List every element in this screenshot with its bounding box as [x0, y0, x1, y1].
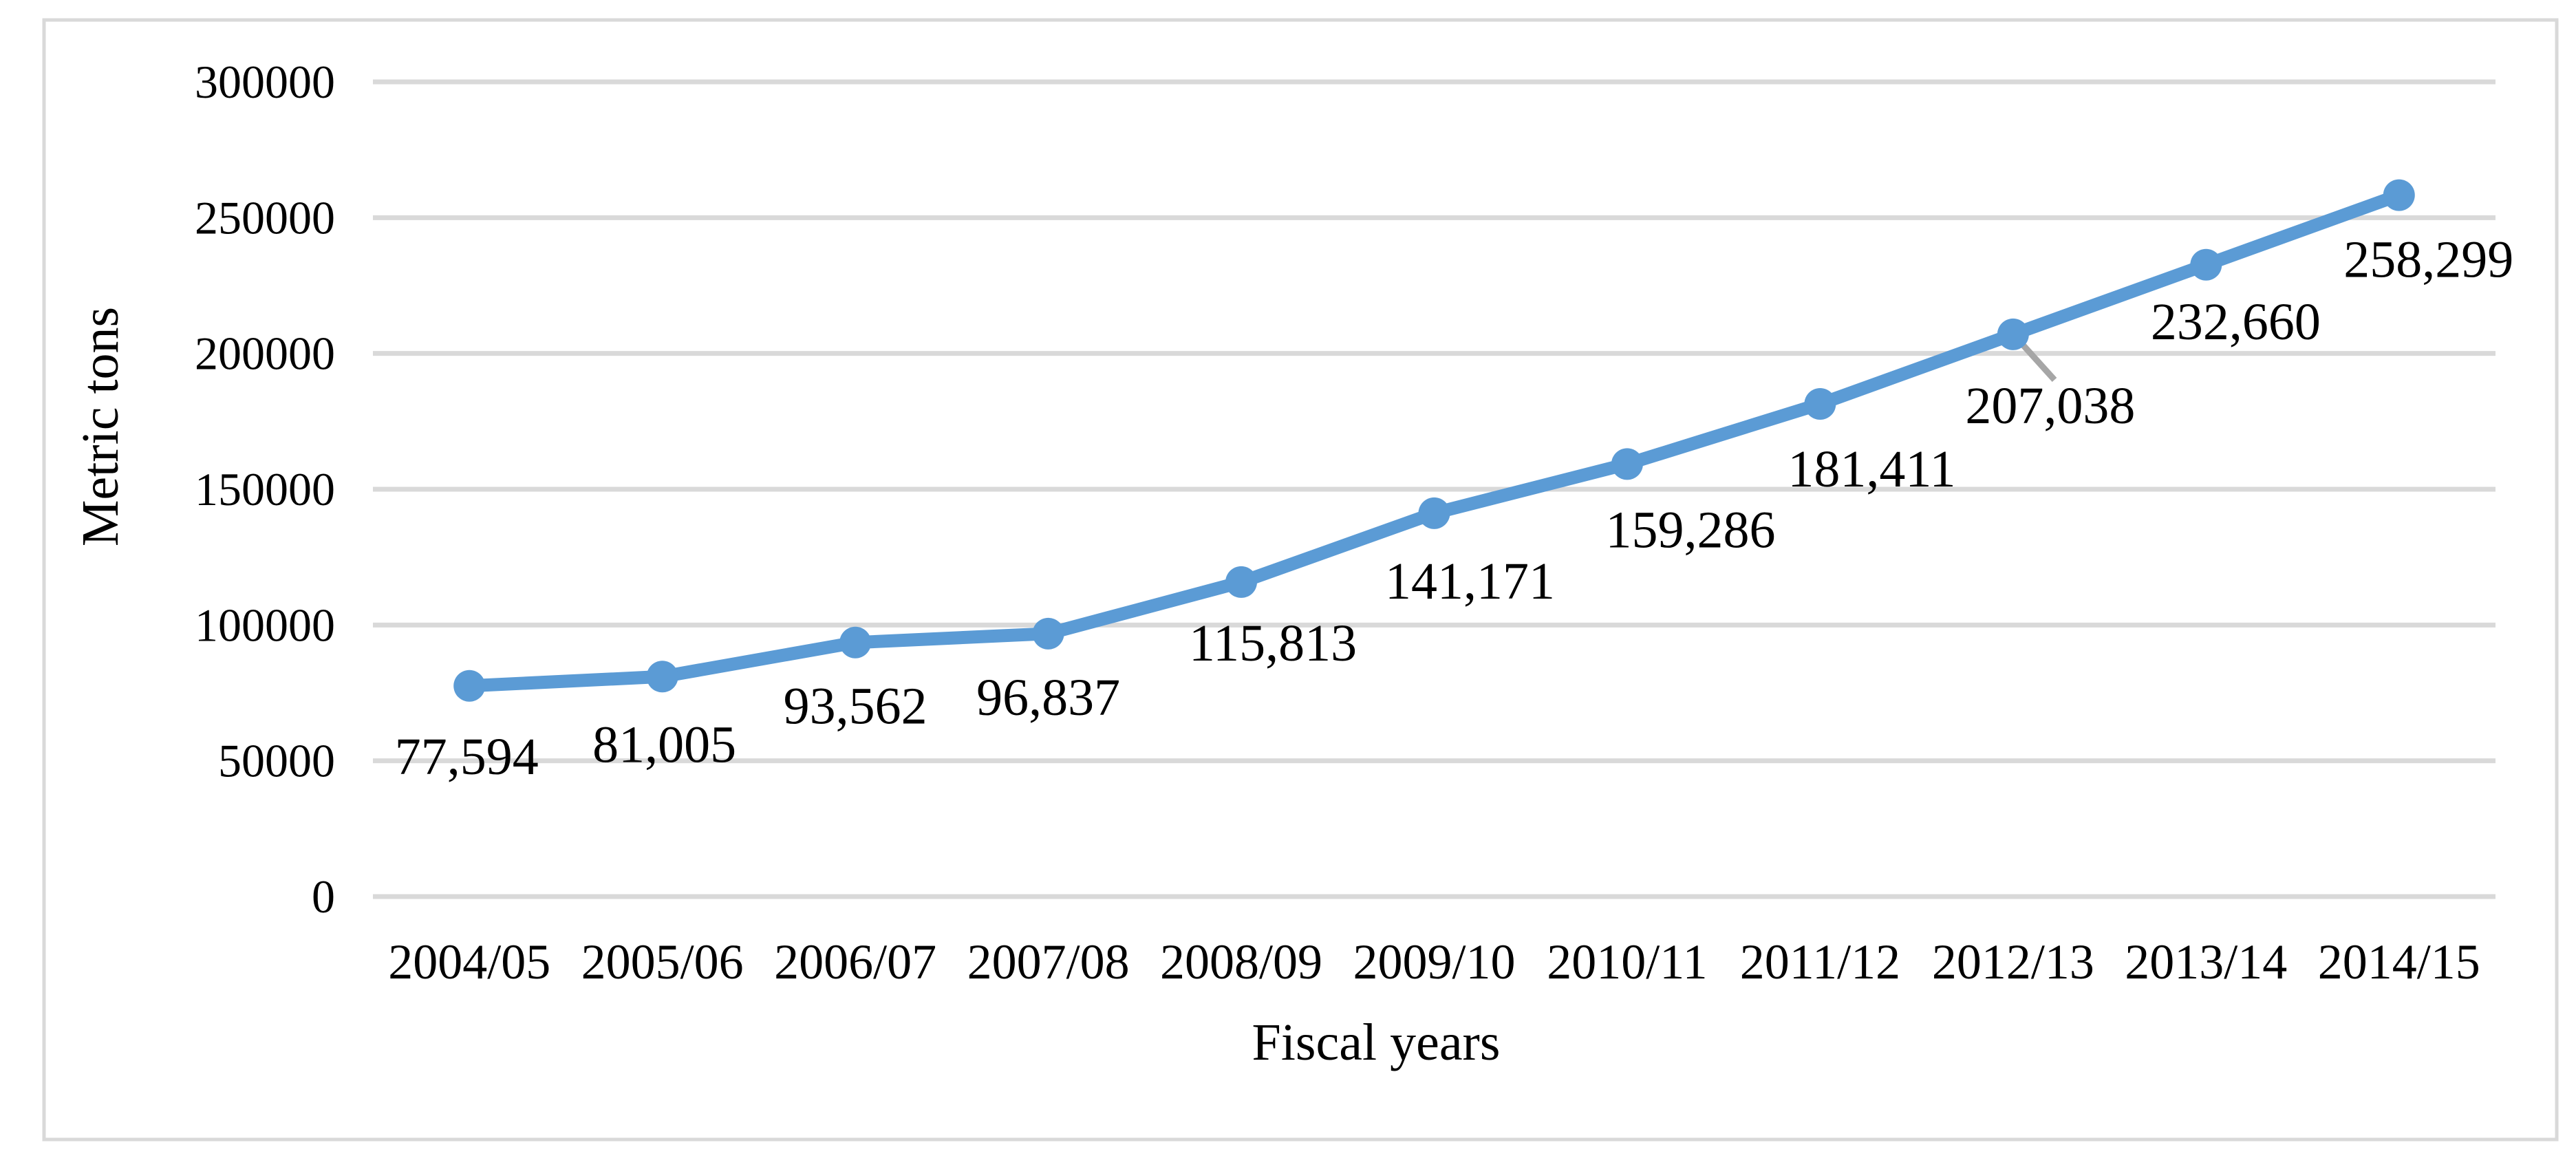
- y-tick-label: 150000: [195, 463, 335, 515]
- data-point-marker: [1997, 318, 2029, 350]
- data-label: 159,286: [1605, 501, 1775, 559]
- data-label: 181,411: [1788, 440, 1955, 498]
- x-tick-label: 2012/13: [1932, 934, 2094, 989]
- data-point-marker: [2383, 179, 2415, 211]
- data-point-marker: [646, 661, 678, 693]
- data-point-marker: [1225, 566, 1258, 598]
- y-tick-label: 0: [312, 870, 335, 923]
- data-label: 77,594: [395, 728, 539, 786]
- data-label: 258,299: [2343, 231, 2513, 289]
- x-tick-label: 2014/15: [2318, 934, 2480, 989]
- y-tick-label: 200000: [195, 328, 335, 380]
- y-tick-label: 100000: [195, 599, 335, 651]
- y-axis-tick-labels: 0 50000 100000 150000 200000 250000 300000: [195, 56, 335, 923]
- x-axis-title: Fiscal years: [1252, 1014, 1501, 1071]
- data-point-marker: [1418, 497, 1450, 529]
- data-label: 96,837: [976, 669, 1120, 727]
- data-label: 93,562: [784, 678, 927, 736]
- x-tick-label: 2006/07: [774, 934, 936, 989]
- y-tick-label: 250000: [195, 191, 335, 244]
- data-point-marker: [453, 670, 486, 702]
- x-tick-label: 2008/09: [1160, 934, 1322, 989]
- x-tick-label: 2007/08: [967, 934, 1130, 989]
- y-tick-label: 300000: [195, 56, 335, 108]
- data-labels-group: 77,594 81,005 93,562 96,837 115,813 141,171 15…: [395, 231, 2514, 786]
- series-line-group: [469, 189, 2401, 693]
- data-point-marker: [839, 626, 872, 659]
- chart-border: [42, 18, 2559, 1142]
- y-tick-label: 50000: [218, 735, 335, 787]
- data-point-markers-group: [453, 179, 2415, 702]
- x-tick-label: 2005/06: [581, 934, 744, 989]
- data-point-marker: [1804, 388, 1836, 420]
- data-point-marker: [1032, 617, 1064, 650]
- data-point-marker: [2190, 248, 2222, 281]
- data-label: 81,005: [592, 716, 736, 773]
- x-tick-label: 2004/05: [388, 934, 550, 989]
- data-label: 207,038: [1965, 377, 2135, 435]
- data-label: 115,813: [1189, 614, 1357, 672]
- x-tick-label: 2010/11: [1547, 934, 1707, 989]
- x-tick-label: 2013/14: [2125, 934, 2287, 989]
- data-label: 141,171: [1385, 553, 1555, 610]
- trend-line: [469, 189, 2401, 693]
- y-axis-title: Metric tons: [72, 307, 129, 546]
- x-tick-label: 2011/12: [1740, 934, 1900, 989]
- x-tick-label: 2009/10: [1353, 934, 1515, 989]
- data-label: 232,660: [2151, 293, 2321, 351]
- x-axis-tick-labels: 2004/05 2005/06 2006/07 2007/08 2008/09 2009/…: [388, 934, 2480, 989]
- data-point-marker: [1611, 448, 1643, 480]
- gridlines-group: [373, 79, 2496, 899]
